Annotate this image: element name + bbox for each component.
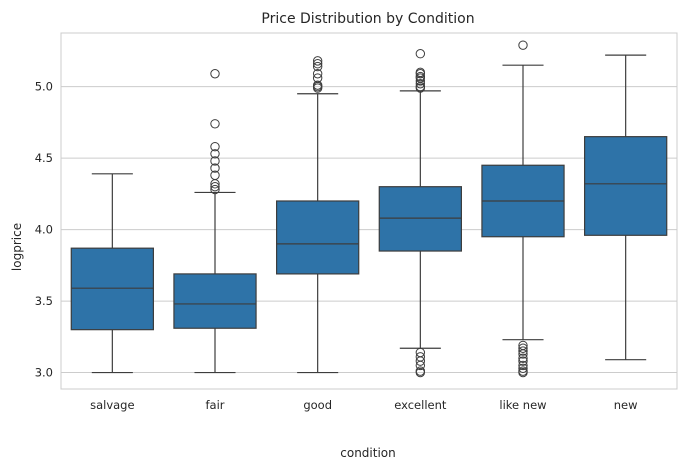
outlier-point [415, 352, 426, 362]
outlier-point [210, 181, 220, 192]
chart-title: Price Distribution by Condition [261, 11, 474, 27]
outlier-point [312, 69, 323, 79]
y-tick-label: 4.5 [35, 151, 53, 165]
x-tick-label: new [614, 398, 638, 412]
outlier-point [210, 163, 220, 173]
outlier-point [210, 119, 220, 129]
outlier-point [210, 149, 220, 159]
outlier-point [518, 340, 528, 351]
outlier-point [518, 346, 528, 356]
outlier-point [312, 61, 323, 72]
outlier-point [312, 73, 323, 83]
outlier-point [518, 353, 528, 363]
x-tick-label: excellent [394, 398, 447, 412]
outlier-point [518, 356, 528, 366]
grid-lines [61, 86, 677, 374]
outlier-point [518, 366, 528, 376]
outlier-point [415, 366, 426, 376]
box-group-fair [173, 69, 257, 374]
outlier-point [210, 184, 220, 195]
box-group-like-new [481, 40, 565, 378]
outlier-point [210, 156, 220, 166]
outlier-point [518, 343, 528, 353]
x-tick-label: good [303, 398, 332, 412]
box-iqr [276, 200, 360, 275]
box-group-good [276, 56, 360, 374]
box-group-salvage [70, 173, 155, 374]
box-group-new [583, 54, 668, 361]
box-iqr [583, 136, 668, 236]
x-tick-label: salvage [90, 398, 134, 412]
outlier-point [415, 49, 426, 59]
box-group-excellent [378, 49, 462, 378]
y-tick-label: 4.0 [35, 223, 53, 237]
plot-frame [60, 32, 678, 390]
x-tick-labels: salvage fair good excellent like new new [90, 398, 637, 412]
outlier-point [210, 141, 220, 152]
outlier-point [415, 79, 426, 89]
y-axis-label: logprice [10, 223, 24, 271]
x-tick-label: like new [499, 398, 546, 412]
y-tick-label: 5.0 [35, 80, 53, 94]
outlier-point [518, 363, 528, 373]
outlier-point [415, 347, 426, 358]
outlier-point [518, 40, 528, 50]
outlier-point [312, 80, 323, 90]
x-axis-label: condition [340, 446, 395, 460]
outlier-point [312, 59, 323, 69]
y-tick-label: 3.0 [35, 366, 53, 380]
box-iqr [173, 273, 257, 329]
box-iqr [70, 247, 155, 331]
outlier-point [210, 69, 220, 79]
outlier-point [210, 170, 220, 180]
y-tick-label: 3.5 [35, 294, 53, 308]
boxes [70, 40, 668, 378]
outlier-point [312, 56, 323, 66]
outlier-point [415, 67, 426, 78]
outlier-point [415, 71, 426, 82]
box-iqr [378, 186, 462, 252]
outlier-point [518, 360, 528, 371]
x-tick-label: fair [205, 398, 224, 412]
y-tick-labels: 3.0 3.5 4.0 4.5 5.0 [35, 80, 53, 380]
